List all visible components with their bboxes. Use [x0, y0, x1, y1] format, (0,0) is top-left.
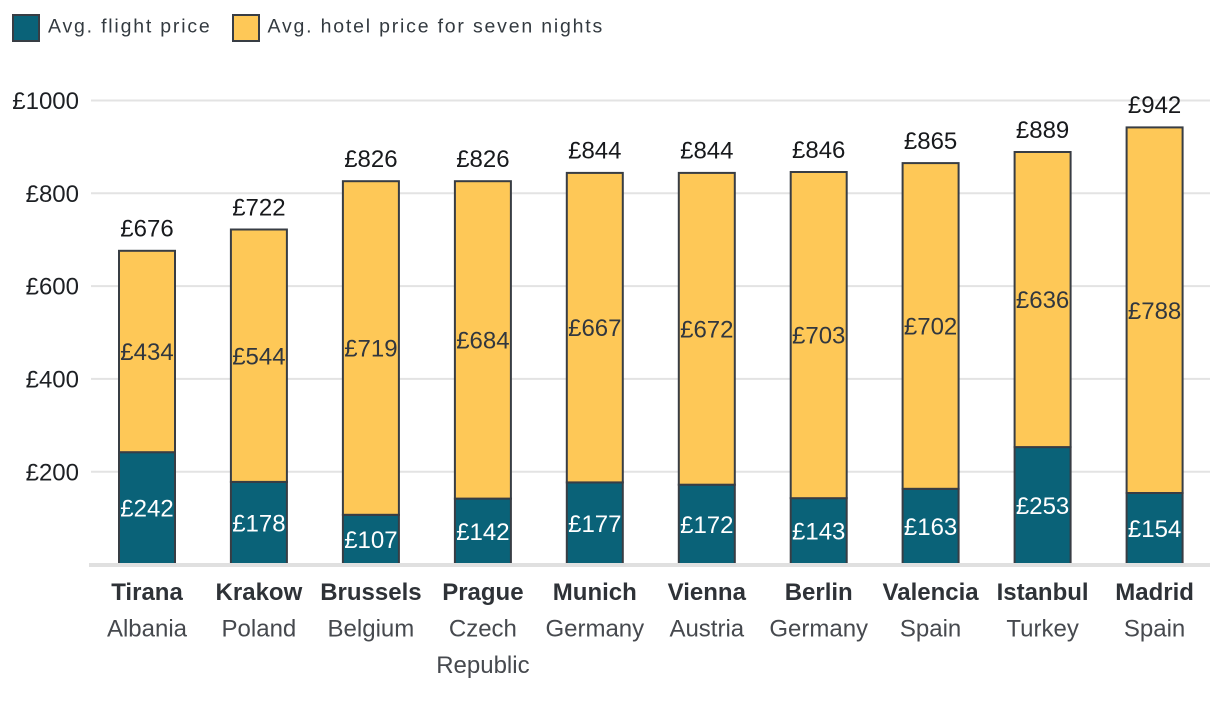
svg-text:£788: £788: [1128, 298, 1181, 325]
svg-text:Brussels: Brussels: [320, 579, 421, 606]
svg-text:Albania: Albania: [107, 616, 188, 643]
svg-text:Turkey: Turkey: [1006, 616, 1078, 643]
svg-text:£1000: £1000: [12, 88, 79, 115]
svg-text:£600: £600: [26, 274, 79, 301]
svg-text:Krakow: Krakow: [216, 579, 303, 606]
svg-text:Austria: Austria: [669, 616, 744, 643]
svg-text:£722: £722: [232, 194, 285, 221]
svg-text:£844: £844: [568, 138, 621, 165]
svg-text:Avg. hotel price for seven nig: Avg. hotel price for seven nights: [268, 16, 605, 38]
svg-text:Germany: Germany: [545, 616, 644, 643]
svg-text:Munich: Munich: [553, 579, 637, 606]
svg-text:£636: £636: [1016, 287, 1069, 314]
svg-text:£253: £253: [1016, 493, 1069, 520]
svg-text:£942: £942: [1128, 92, 1181, 119]
svg-text:£172: £172: [680, 512, 733, 539]
svg-text:£667: £667: [568, 315, 621, 342]
svg-text:£865: £865: [904, 128, 957, 155]
svg-text:Spain: Spain: [1124, 616, 1185, 643]
svg-text:Germany: Germany: [769, 616, 868, 643]
svg-text:£177: £177: [568, 511, 621, 538]
svg-text:£544: £544: [232, 343, 285, 370]
svg-text:£889: £889: [1016, 117, 1069, 144]
svg-text:Belgium: Belgium: [328, 616, 415, 643]
svg-text:£702: £702: [904, 314, 957, 341]
svg-text:Vienna: Vienna: [668, 579, 747, 606]
svg-text:£703: £703: [792, 323, 845, 350]
svg-text:Spain: Spain: [900, 616, 961, 643]
svg-text:Prague: Prague: [442, 579, 523, 606]
svg-text:Berlin: Berlin: [785, 579, 853, 606]
svg-text:£672: £672: [680, 316, 733, 343]
svg-text:£434: £434: [120, 339, 173, 366]
svg-text:£676: £676: [120, 216, 173, 243]
svg-text:£200: £200: [26, 459, 79, 486]
svg-text:£826: £826: [456, 146, 509, 173]
svg-text:£844: £844: [680, 138, 733, 165]
svg-text:£142: £142: [456, 519, 509, 546]
svg-text:£143: £143: [792, 519, 845, 546]
svg-text:£400: £400: [26, 367, 79, 394]
svg-text:Valencia: Valencia: [883, 579, 980, 606]
svg-text:£846: £846: [792, 137, 845, 164]
svg-text:£684: £684: [456, 328, 509, 355]
svg-text:£107: £107: [344, 527, 397, 554]
svg-text:£163: £163: [904, 514, 957, 541]
svg-text:Tirana: Tirana: [111, 579, 183, 606]
svg-text:Madrid: Madrid: [1115, 579, 1194, 606]
svg-text:Avg. flight price: Avg. flight price: [48, 16, 212, 38]
svg-text:Poland: Poland: [222, 616, 297, 643]
svg-text:£178: £178: [232, 511, 285, 538]
svg-text:£154: £154: [1128, 516, 1181, 543]
svg-text:Czech: Czech: [449, 616, 517, 643]
svg-text:Republic: Republic: [436, 652, 529, 679]
svg-text:£826: £826: [344, 146, 397, 173]
svg-text:£719: £719: [344, 336, 397, 363]
svg-text:£800: £800: [26, 181, 79, 208]
svg-text:Istanbul: Istanbul: [997, 579, 1089, 606]
svg-text:£242: £242: [120, 496, 173, 523]
